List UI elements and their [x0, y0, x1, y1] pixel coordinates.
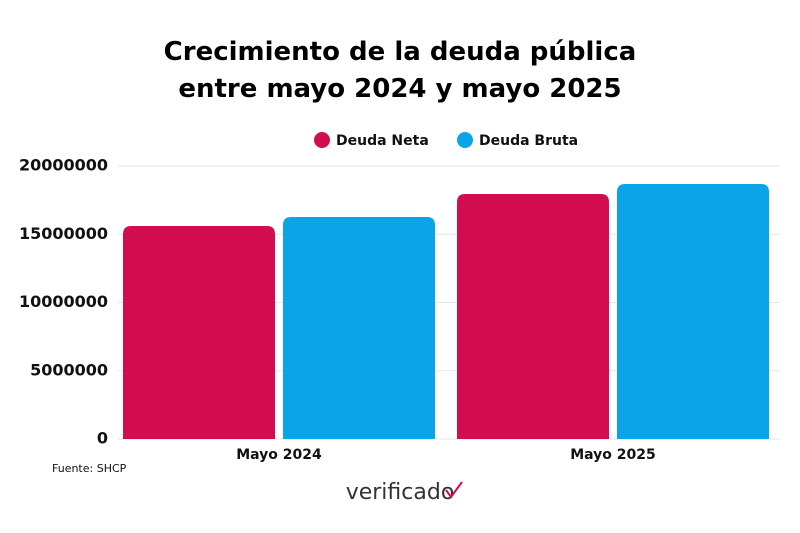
bar [617, 184, 769, 439]
bar [283, 217, 435, 439]
source: Fuente: SHCP [52, 462, 127, 475]
legend-label: Deuda Bruta [479, 133, 578, 149]
legend-marker [457, 132, 473, 148]
y-tick-label: 0 [97, 429, 108, 448]
bar [457, 193, 609, 439]
legend-label: Deuda Neta [336, 133, 429, 149]
logo-check [445, 481, 463, 499]
y-tick-label: 15000000 [19, 224, 108, 243]
y-tick-label: 20000000 [19, 156, 108, 175]
y-tick-label: 10000000 [19, 292, 108, 311]
bar [123, 226, 275, 439]
logo: verificado [346, 480, 455, 505]
chart-title: Crecimiento de la deuda pública entre ma… [163, 37, 637, 104]
x-tick-label: Mayo 2025 [570, 447, 656, 463]
y-tick-label: 5000000 [30, 360, 108, 379]
legend-marker [314, 132, 330, 148]
x-tick-label: Mayo 2024 [236, 447, 322, 463]
